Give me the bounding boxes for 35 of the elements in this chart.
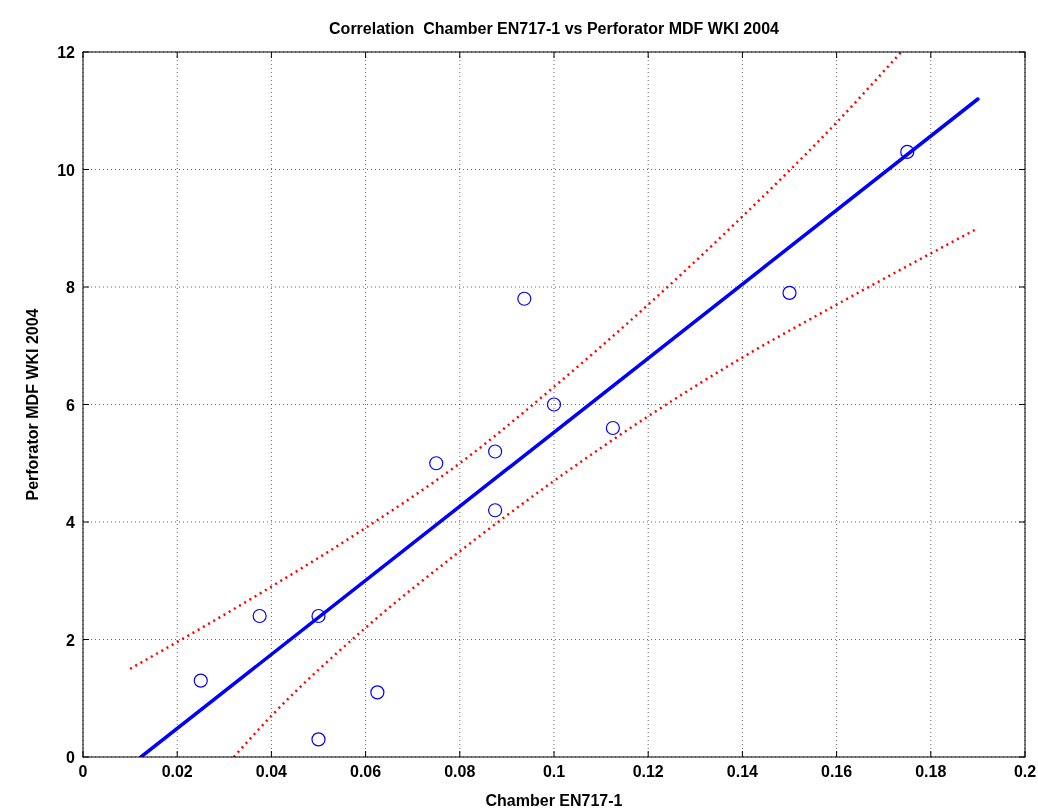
x-tick-label: 0.02 xyxy=(161,763,193,780)
point xyxy=(311,608,326,624)
y-tick-label: 4 xyxy=(66,514,76,531)
point xyxy=(370,685,385,700)
x-tick-label: 0 xyxy=(78,763,88,780)
x-tick-label: 0.14 xyxy=(726,763,759,780)
x-tick-label: 0.04 xyxy=(255,763,288,780)
point xyxy=(311,732,326,747)
point xyxy=(429,456,444,471)
x-tick-label: 0.2 xyxy=(1013,763,1037,780)
point xyxy=(546,397,562,412)
y-tick-label: 6 xyxy=(66,396,76,414)
point xyxy=(517,291,532,306)
y-tick-label: 0 xyxy=(66,749,76,766)
x-tick-label: 0.16 xyxy=(821,763,853,780)
y-tick-label: 2 xyxy=(66,631,76,649)
point xyxy=(900,144,915,159)
x-tick-label: 0.06 xyxy=(350,763,382,780)
line-series xyxy=(128,52,903,671)
x-tick-label: 0.12 xyxy=(632,763,664,780)
x-tick-label: 0.18 xyxy=(915,763,947,780)
x-axis-title: Chamber EN717-1 xyxy=(485,792,623,808)
chart-title: Correlation Chamber EN717-1 vs Perforator MDF WKI 2004 xyxy=(329,20,780,37)
point xyxy=(605,420,620,436)
point xyxy=(193,673,208,688)
x-tick-label: 0.1 xyxy=(542,763,566,780)
point xyxy=(488,503,503,518)
y-tick-label: 12 xyxy=(57,44,76,61)
y-axis-title: Perforator MDF WKI 2004 xyxy=(24,308,41,501)
point xyxy=(252,608,267,624)
y-tick-label: 8 xyxy=(66,279,76,296)
y-tick-label: 10 xyxy=(57,161,76,179)
x-tick-label: 0.08 xyxy=(444,763,476,780)
point xyxy=(782,285,797,300)
point xyxy=(488,444,503,459)
